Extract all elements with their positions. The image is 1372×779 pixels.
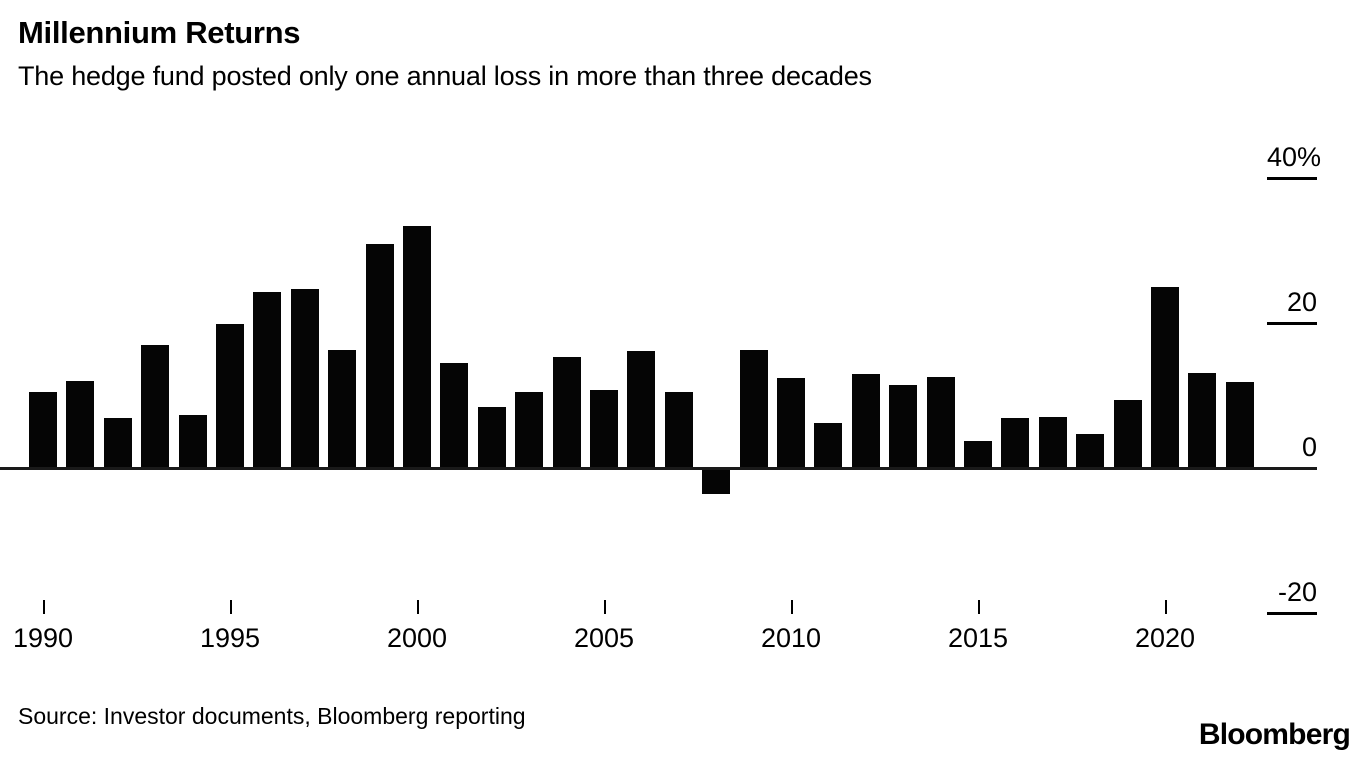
- x-axis-tick-rule: [230, 600, 232, 614]
- bar: [552, 356, 581, 470]
- bar: [702, 470, 731, 494]
- bar: [889, 385, 918, 470]
- bar: [365, 243, 394, 470]
- y-axis-tick-label: -20: [1277, 577, 1317, 607]
- bar: [1188, 372, 1217, 470]
- x-axis-tick-rule: [417, 600, 419, 614]
- bar: [66, 380, 95, 470]
- x-axis-tick-rule: [1165, 600, 1167, 614]
- bar: [178, 414, 207, 470]
- y-axis-tick-rule: [1267, 177, 1317, 180]
- bloomberg-logo: Bloomberg: [1198, 718, 1351, 751]
- y-axis-tick-label: 0: [1301, 432, 1317, 462]
- bar: [141, 345, 170, 470]
- bar: [1151, 286, 1179, 470]
- bar: [328, 349, 357, 470]
- page-title: Millennium Returns: [18, 15, 301, 50]
- chart-header: Millennium Returns The hedge fund posted…: [18, 14, 1338, 94]
- y-axis-tick-label: 20: [1286, 287, 1317, 317]
- bar: [627, 351, 656, 470]
- x-axis-tick-rule: [604, 600, 606, 614]
- bar: [926, 377, 955, 470]
- bar: [590, 390, 618, 471]
- bar: [253, 292, 282, 470]
- x-axis-tick-label: 1990: [12, 623, 74, 653]
- y-axis-tick: 40%: [1267, 140, 1357, 180]
- bar: [103, 417, 132, 470]
- chart-subtitle: The hedge fund posted only one annual lo…: [18, 61, 872, 91]
- x-axis-tick-rule: [43, 600, 45, 614]
- x-axis-tick-label: 2005: [573, 623, 635, 653]
- bar: [440, 362, 469, 470]
- y-axis-tick: -20: [1267, 575, 1357, 615]
- bar: [1038, 417, 1067, 470]
- x-axis-tick-label: 2020: [1134, 623, 1196, 653]
- plot-area: 40% 20 0 -20: [0, 130, 1372, 630]
- bar: [1113, 399, 1142, 470]
- x-axis-tick-label: 2010: [760, 623, 822, 653]
- bar: [777, 377, 805, 470]
- bar: [216, 324, 244, 470]
- bar: [1076, 433, 1105, 471]
- y-axis-tick: 0: [0, 430, 1357, 470]
- y-axis-tick: 20: [1267, 285, 1357, 325]
- bar: [851, 374, 880, 470]
- x-axis-tick-label: 2000: [386, 623, 448, 653]
- bar: [1001, 417, 1030, 470]
- x-axis-tick-label: 2015: [947, 623, 1009, 653]
- bar: [739, 350, 768, 470]
- bar: [29, 391, 57, 470]
- bar-series: [0, 130, 1372, 630]
- x-axis-tick-rule: [791, 600, 793, 614]
- source-note: Source: Investor documents, Bloomberg re…: [18, 703, 526, 729]
- bar: [403, 225, 431, 470]
- bar: [477, 406, 506, 470]
- y-axis-tick-rule: [1267, 612, 1317, 615]
- y-axis-tick-rule: [1267, 322, 1317, 325]
- bar: [664, 391, 693, 470]
- chart-footer: Source: Investor documents, Bloomberg re…: [0, 690, 1372, 779]
- bar: [290, 288, 319, 471]
- zero-baseline: [0, 467, 1317, 470]
- x-axis-tick-rule: [978, 600, 980, 614]
- x-axis: 1990 1995 2000 2005 2010 2015 2020: [0, 600, 1372, 670]
- bar: [964, 441, 992, 470]
- y-axis-tick-label: 40%: [1267, 142, 1322, 172]
- bar: [515, 391, 544, 470]
- bar: [1225, 382, 1254, 470]
- bar: [814, 422, 843, 470]
- x-axis-tick-label: 1995: [199, 623, 261, 653]
